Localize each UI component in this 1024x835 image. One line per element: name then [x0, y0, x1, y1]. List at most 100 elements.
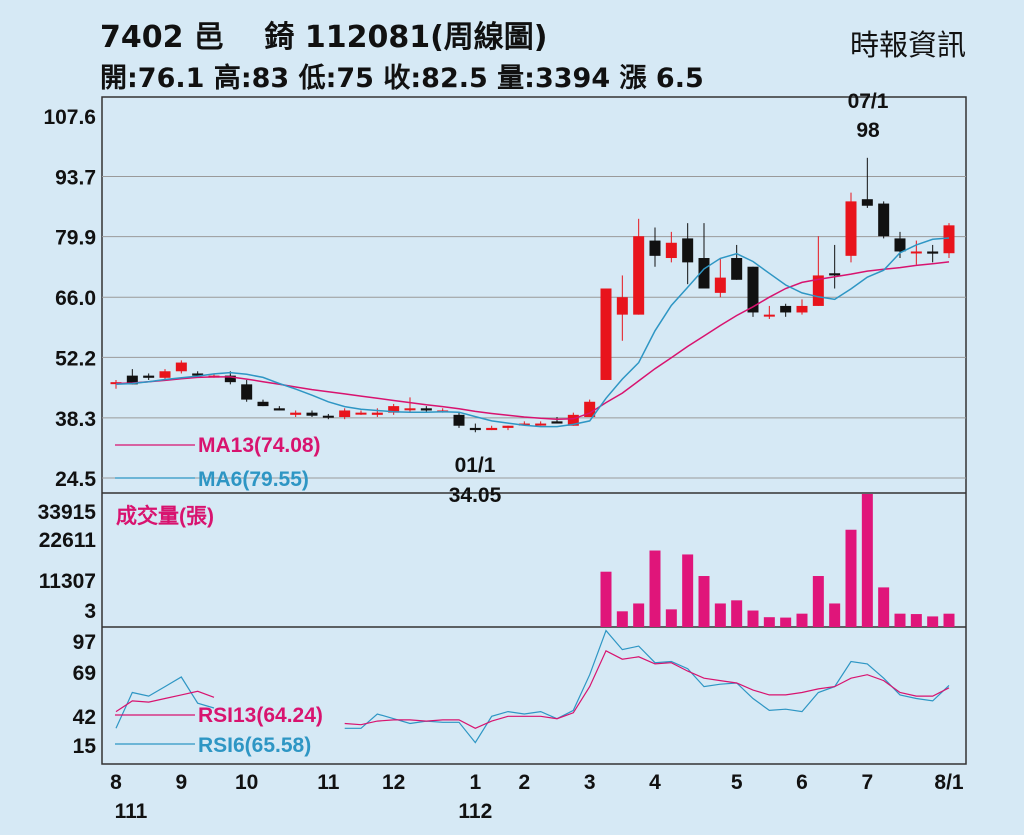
- candle-body: [535, 423, 547, 426]
- candle-body: [714, 277, 726, 293]
- candle-body: [927, 251, 939, 254]
- candle-body: [633, 236, 645, 315]
- volume-bar: [878, 587, 890, 627]
- volume-bar: [894, 613, 906, 627]
- rsi6-line: [115, 629, 950, 744]
- volume-bar: [633, 603, 645, 627]
- x-month-label: 8/1: [934, 771, 964, 794]
- candle-body: [665, 242, 677, 259]
- volume-title: 成交量(張): [116, 504, 214, 528]
- price-tick-label: 66.0: [55, 287, 96, 310]
- rsi-tick-label: 97: [73, 631, 96, 654]
- candle-body: [731, 258, 743, 280]
- volume-bar: [927, 616, 939, 627]
- candle-body: [910, 251, 922, 254]
- price-tick-label: 93.7: [55, 167, 96, 190]
- ma13-line: [115, 261, 950, 420]
- volume-bar: [665, 609, 677, 627]
- volume-bar: [910, 614, 922, 627]
- price-gridlines: [102, 176, 966, 479]
- candle-body: [453, 414, 465, 426]
- volume-bar: [747, 610, 759, 627]
- x-month-label: 12: [382, 771, 405, 794]
- rsi-tick-label: 42: [73, 706, 96, 729]
- candle-body: [584, 401, 596, 418]
- x-month-label: 3: [584, 771, 596, 794]
- volume-bar: [600, 571, 612, 627]
- source-label: 時報資訊: [849, 28, 966, 62]
- volume-bar: [943, 613, 955, 627]
- x-month-label: 1: [469, 771, 481, 794]
- candle-body: [306, 412, 318, 416]
- candle-body: [339, 410, 351, 418]
- rsi13-line: [115, 649, 950, 729]
- candle-body: [159, 371, 171, 378]
- x-month-label: 10: [235, 771, 258, 794]
- x-month-label: 8: [110, 771, 122, 794]
- candle-body: [518, 423, 530, 426]
- candle-body: [829, 273, 841, 276]
- candle-body: [747, 266, 759, 313]
- candle-body: [322, 415, 334, 418]
- candle-body: [780, 305, 792, 313]
- candle-body: [371, 412, 383, 415]
- annotation-high-date: 07/1: [848, 90, 889, 113]
- candle-body: [943, 225, 955, 254]
- rsi6-legend: RSI6(65.58): [198, 734, 311, 757]
- volume-bar: [649, 550, 661, 627]
- price-tick-label: 79.9: [55, 227, 96, 250]
- x-year-label: 112: [458, 800, 492, 823]
- candle-body: [469, 427, 481, 431]
- candle-body: [355, 412, 367, 415]
- candle-body: [404, 408, 416, 411]
- candle-body: [192, 373, 204, 376]
- panel-frame: [101, 96, 967, 765]
- x-month-label: 11: [317, 771, 340, 794]
- candlesticks: [110, 157, 955, 433]
- candle-body: [616, 297, 628, 315]
- candle-body: [845, 201, 857, 256]
- candle-body: [143, 375, 155, 378]
- rsi-tick-label: 69: [73, 662, 96, 685]
- ma13-legend: MA13(74.08): [198, 434, 321, 457]
- candle-body: [861, 199, 873, 206]
- candle-body: [682, 238, 694, 263]
- x-month-label: 5: [731, 771, 743, 794]
- rsi13-legend: RSI13(64.24): [198, 704, 323, 727]
- volume-bar: [861, 494, 873, 627]
- x-month-label: 6: [796, 771, 808, 794]
- volume-bar: [812, 576, 824, 627]
- volume-bar: [763, 617, 775, 627]
- candle-body: [420, 408, 432, 411]
- volume-bar: [780, 617, 792, 627]
- candle-body: [241, 384, 253, 400]
- volume-bar: [845, 529, 857, 627]
- candle-body: [763, 314, 775, 317]
- candle-body: [126, 375, 138, 385]
- candle-body: [600, 288, 612, 380]
- candle-body: [486, 427, 498, 431]
- volume-tick-label: 11307: [39, 570, 96, 593]
- volume-bar: [698, 576, 710, 627]
- price-tick-label: 52.2: [55, 347, 96, 370]
- candle-body: [502, 425, 514, 428]
- ohlc-summary: 開:76.1 高:83 低:75 收:82.5 量:3394 漲 6.5: [100, 63, 704, 94]
- candle-body: [894, 238, 906, 252]
- chart-title: 7402 邑 錡 112081(周線圖): [100, 20, 548, 55]
- candle-body: [698, 258, 710, 289]
- candle-body: [273, 408, 285, 411]
- price-tick-label: 24.5: [55, 468, 96, 491]
- candle-body: [796, 305, 808, 313]
- candle-body: [175, 362, 187, 372]
- volume-bars: [600, 494, 955, 627]
- candle-body: [257, 401, 269, 407]
- volume-tick-label: 22611: [39, 529, 97, 552]
- x-month-label: 7: [861, 771, 873, 794]
- candle-body: [388, 406, 400, 413]
- annotation-high-price: 98: [856, 119, 880, 142]
- candle-body: [649, 240, 661, 256]
- candle-body: [812, 275, 824, 306]
- x-month-label: 4: [649, 771, 661, 794]
- candle-body: [551, 421, 563, 424]
